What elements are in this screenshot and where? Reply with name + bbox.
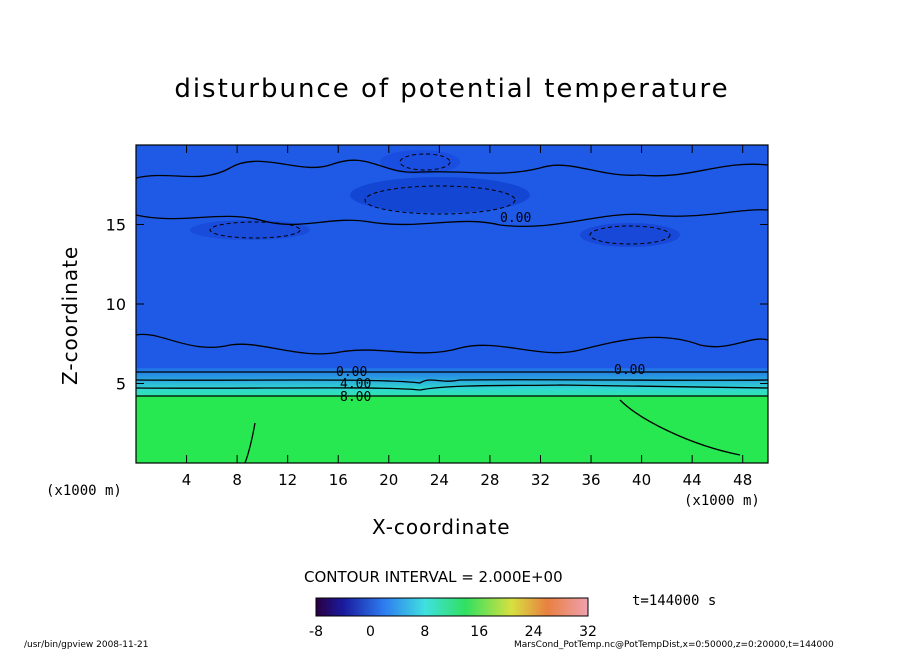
y-axis: 5 10 15 [106, 216, 768, 394]
x-tick-label: 32 [531, 471, 550, 489]
dark-patch [580, 223, 680, 247]
x-tick-label: 4 [182, 471, 192, 489]
colorbar-tick-label: -8 [309, 624, 323, 640]
contour-label: 0.00 [500, 211, 531, 226]
contour-label: 0.00 [336, 365, 367, 380]
x-axis: 4 8 12 16 20 24 28 32 36 40 44 48 [182, 145, 752, 489]
footer-left: /usr/bin/gpview 2008-11-21 [24, 640, 149, 650]
x-unit-label: (x1000 m) [46, 483, 122, 499]
time-label: t=144000 s [632, 593, 717, 609]
y-tick-label: 10 [106, 295, 126, 314]
contour-label: 4.00 [340, 377, 371, 392]
x-axis-label: X-coordinate [372, 515, 511, 539]
colorbar [315, 597, 589, 617]
contour-line [244, 422, 256, 464]
colorbar-tick-label: 32 [579, 624, 597, 640]
contour-lines [135, 159, 769, 464]
contour-line [135, 159, 769, 179]
x-tick-label: 8 [232, 471, 242, 489]
contour-interval-text: CONTOUR INTERVAL = 2.000E+00 [304, 568, 563, 586]
dark-patch [350, 177, 530, 213]
contour-line [135, 379, 769, 384]
contour-line [135, 209, 769, 228]
colorbar-tick-label: 8 [420, 624, 429, 640]
x-unit-label: (x1000 m) [684, 493, 760, 509]
colorbar-ticks: -8 0 8 16 24 32 [309, 624, 597, 640]
colorbar-tick-label: 16 [470, 624, 488, 640]
x-tick-label: 44 [683, 471, 702, 489]
dark-patch [380, 150, 460, 174]
x-tick-label: 28 [480, 471, 499, 489]
contour-line [135, 384, 769, 391]
x-tick-label: 12 [278, 471, 297, 489]
contour-label: 8.00 [340, 390, 371, 405]
dark-patch [190, 220, 310, 240]
y-tick-label: 15 [106, 216, 126, 235]
x-tick-label: 40 [632, 471, 651, 489]
x-tick-label: 36 [581, 471, 600, 489]
contour-dashed [209, 153, 671, 245]
region-lower [136, 396, 768, 463]
contour-line [135, 333, 769, 355]
contour-label: 0.00 [614, 363, 645, 378]
y-axis-label: Z-coordinate [58, 245, 82, 385]
x-tick-label: 20 [379, 471, 398, 489]
colorbar-tick-label: 0 [366, 624, 375, 640]
chart-title: disturbunce of potential temperature [174, 74, 730, 104]
x-tick-label: 48 [733, 471, 752, 489]
footer-right: MarsCond_PotTemp.nc@PotTempDist,x=0:5000… [514, 640, 834, 650]
y-tick-label: 5 [116, 375, 126, 394]
x-tick-label: 24 [430, 471, 449, 489]
region-band [136, 368, 768, 398]
contour-line [619, 399, 741, 456]
x-tick-label: 16 [329, 471, 348, 489]
colorbar-tick-label: 24 [525, 624, 543, 640]
